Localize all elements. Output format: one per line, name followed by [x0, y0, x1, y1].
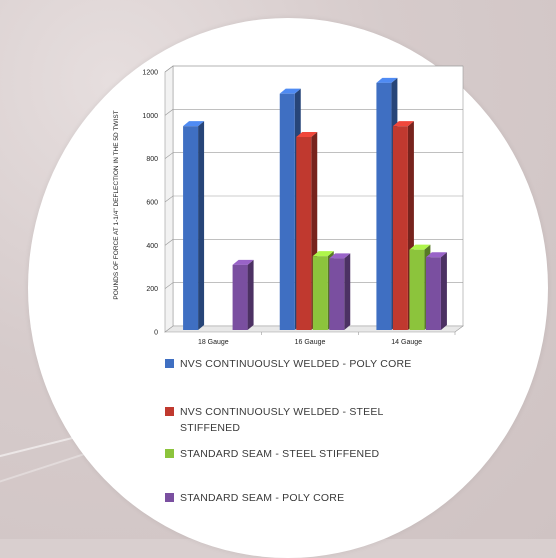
bar-front	[183, 126, 199, 331]
bar	[232, 259, 254, 330]
legend-item: STANDARD SEAM - STEEL STIFFENED	[165, 446, 379, 462]
legend-label: STANDARD SEAM - POLY CORE	[180, 492, 345, 504]
bar-front	[376, 82, 392, 330]
x-tick-label: 16 Gauge	[295, 339, 326, 346]
bar-top	[376, 77, 398, 83]
gridline	[164, 65, 463, 73]
legend-item: NVS CONTINUOUSLY WELDED - STEEL STIFFENE…	[165, 404, 415, 436]
legend-swatch	[165, 359, 174, 368]
bar-side	[198, 121, 205, 331]
legend-label: NVS CONTINUOUSLY WELDED - STEEL STIFFENE…	[180, 406, 384, 434]
y-tick-label: 600	[146, 200, 158, 207]
bar-top	[183, 121, 205, 127]
legend-label: NVS CONTINUOUSLY WELDED - POLY CORE	[180, 358, 412, 370]
legend-item: NVS CONTINUOUSLY WELDED - POLY CORE	[165, 356, 411, 372]
bar-front	[232, 264, 248, 330]
y-tick-label: 1000	[142, 113, 158, 120]
bar-top	[329, 253, 351, 259]
gridline	[164, 152, 463, 159]
axes: 0 200 400 600 800 1000 1200 18 Gauge 16 Gauge 14 …	[142, 70, 456, 346]
y-tick-label: 800	[146, 156, 158, 163]
gridline	[164, 109, 463, 116]
legend-swatch	[165, 449, 174, 458]
y-tick-label: 0	[154, 330, 158, 337]
bar-front	[425, 257, 441, 330]
bar	[183, 121, 205, 331]
bar-side	[344, 253, 351, 330]
legend-swatch	[165, 407, 174, 416]
bar-top	[232, 259, 254, 265]
bar-front	[392, 126, 408, 331]
bar	[329, 253, 351, 330]
bar-side	[247, 259, 254, 330]
legend-item: STANDARD SEAM - POLY CORE	[165, 490, 344, 506]
y-tick-label: 400	[146, 243, 158, 250]
bar-front	[312, 256, 328, 330]
bar-top	[312, 251, 334, 257]
legend-label: STANDARD SEAM - STEEL STIFFENED	[180, 448, 380, 460]
bar-front	[329, 258, 345, 330]
y-axis-label: POUNDS OF FORCE AT 1-1/4" DEFLECTION IN …	[113, 110, 120, 299]
y-tick-label: 200	[146, 286, 158, 293]
bar-top	[279, 88, 301, 94]
legend-swatch	[165, 493, 174, 502]
bar-chart: 0 200 400 600 800 1000 1200 18 Gauge 16 Gauge 14 …	[113, 65, 464, 346]
bar-side	[440, 252, 447, 330]
bar-top	[296, 132, 318, 137]
bar-front	[296, 137, 312, 330]
bar	[425, 252, 447, 330]
gridline	[164, 282, 463, 289]
bar-top	[425, 252, 447, 258]
x-tick-label: 14 Gauge	[391, 339, 422, 346]
x-tick-label: 18 Gauge	[198, 339, 229, 346]
bars	[183, 77, 447, 331]
bar-top	[392, 121, 414, 127]
bar-front	[279, 93, 295, 331]
gridline	[164, 239, 463, 246]
bar-front	[409, 249, 425, 330]
gridline	[164, 195, 463, 203]
y-tick-label: 1200	[142, 70, 158, 77]
bar-top	[409, 244, 431, 250]
